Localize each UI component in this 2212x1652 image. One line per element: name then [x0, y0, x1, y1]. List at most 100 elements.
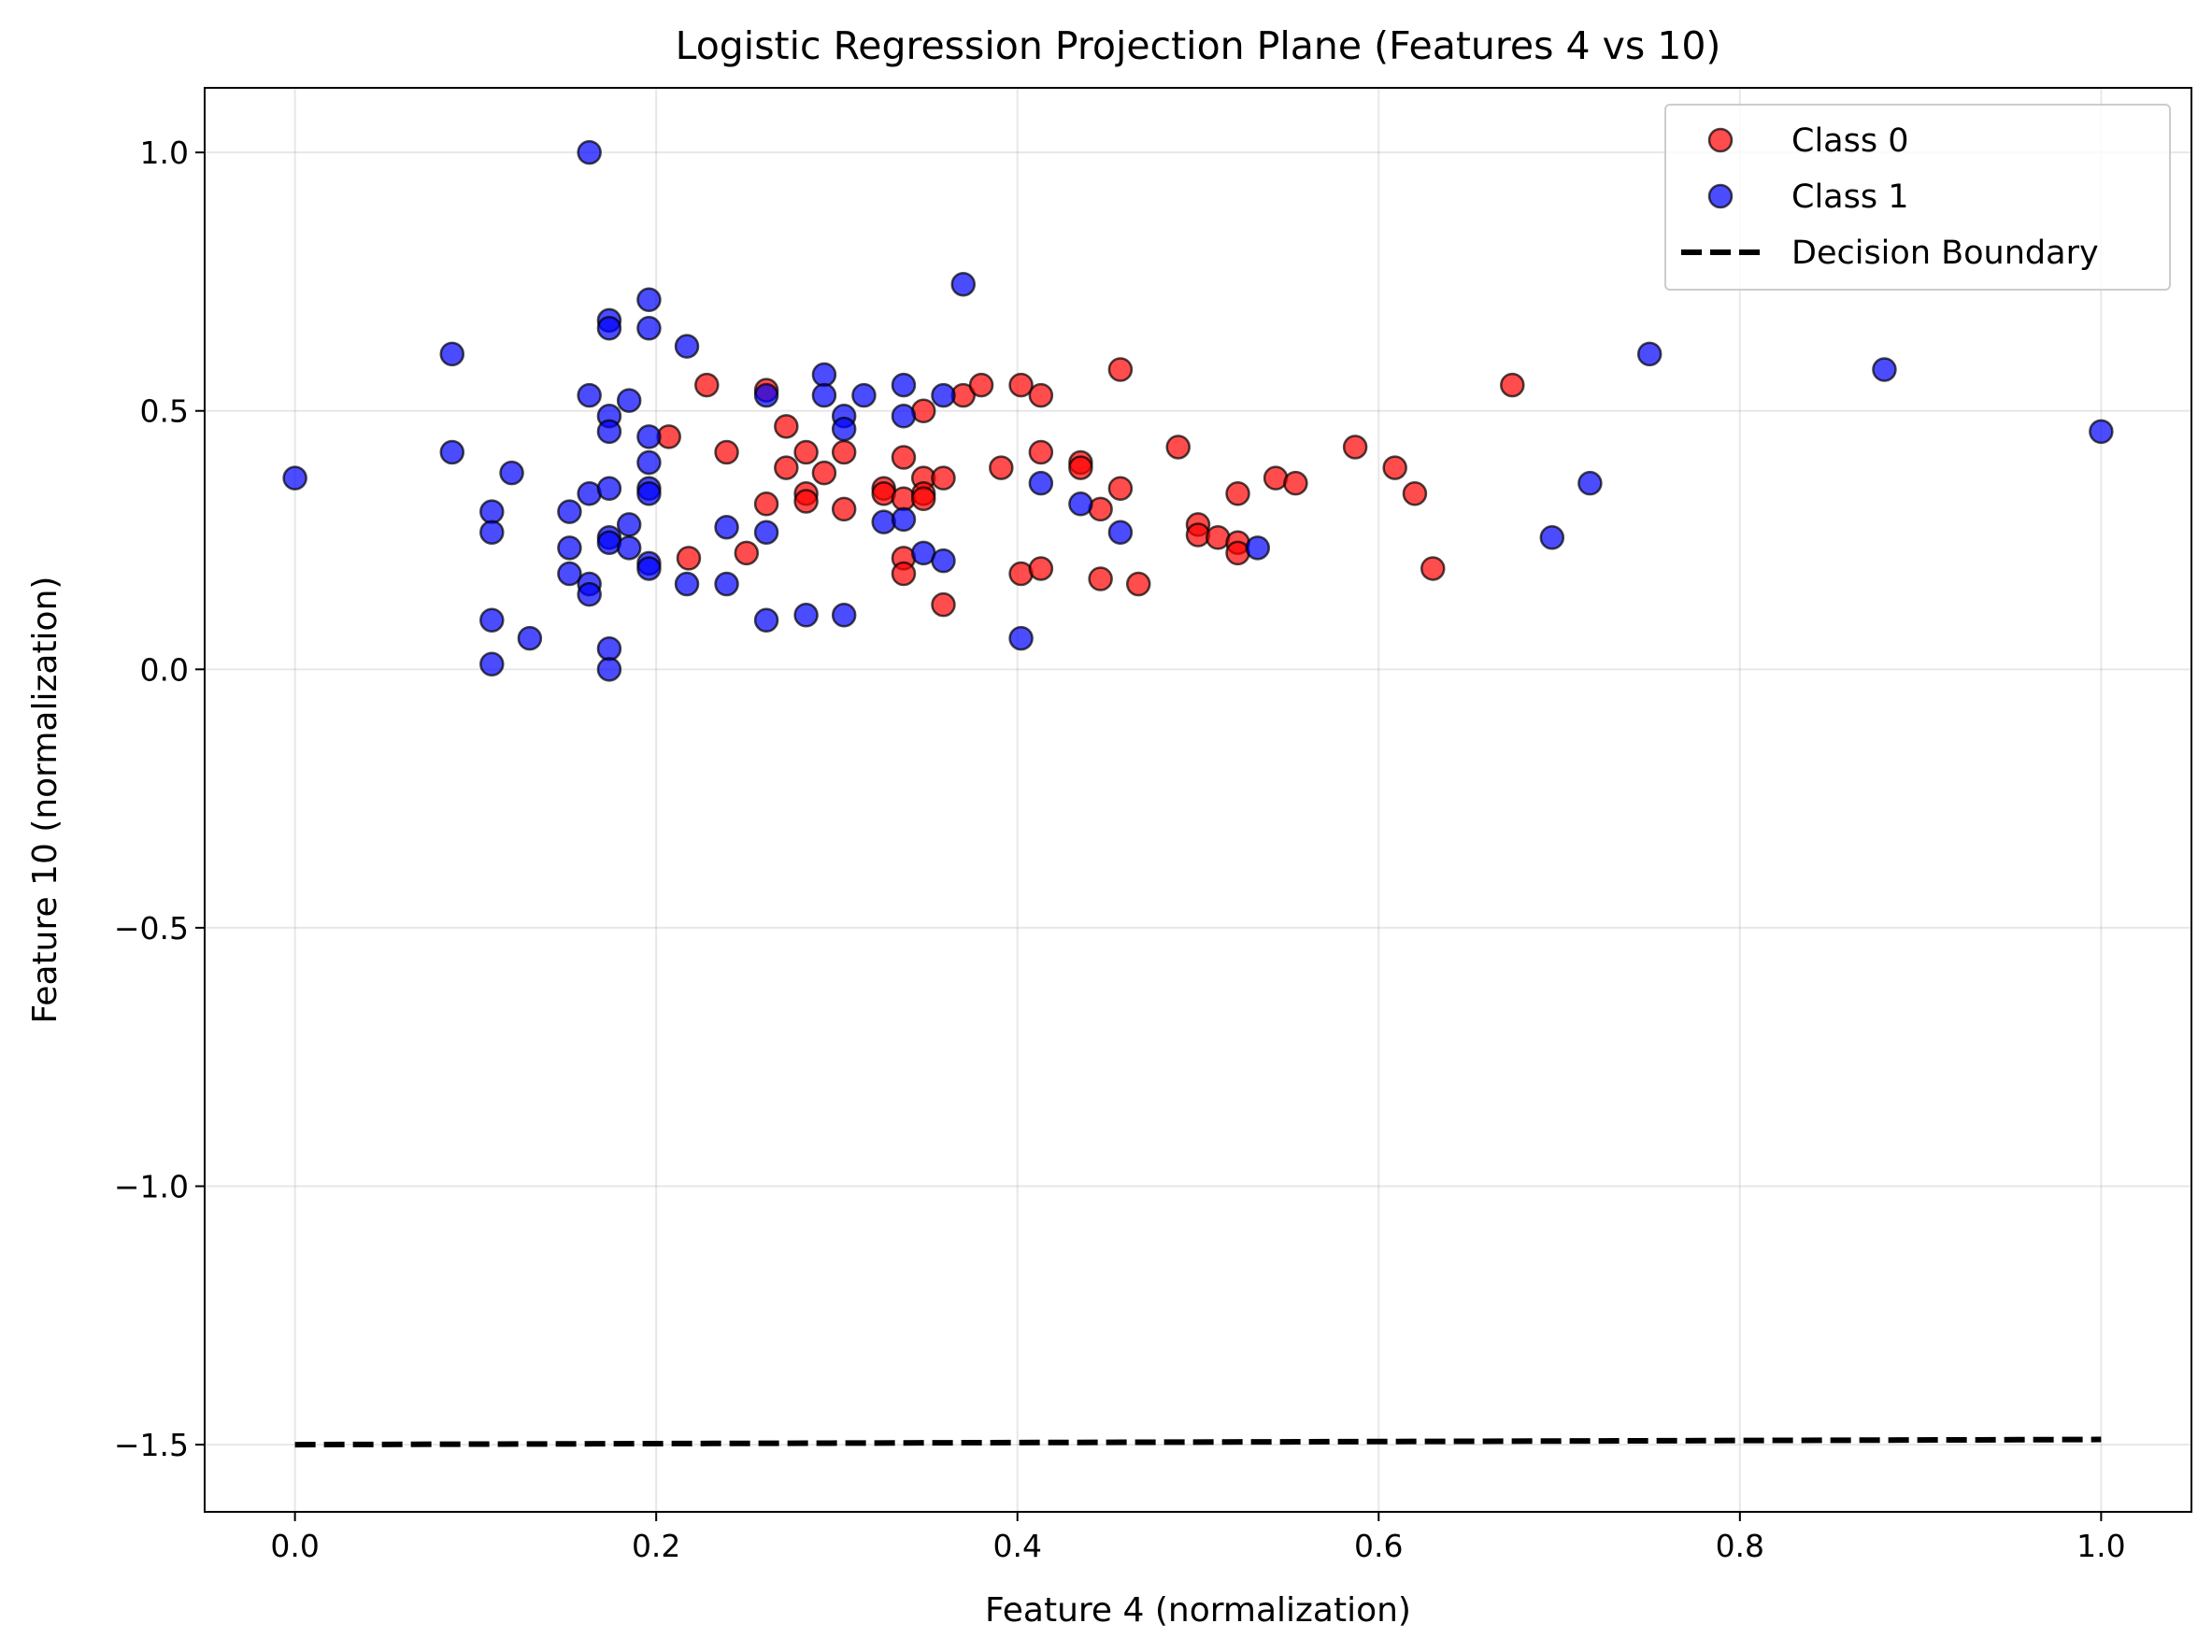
class-1-point: [793, 602, 819, 628]
legend-frame: [1664, 104, 2171, 291]
class-1-point: [753, 382, 779, 408]
class-0-point: [1165, 434, 1191, 460]
class-0-point: [1028, 439, 1054, 465]
class-1-point: [674, 571, 700, 597]
legend-label-class-0: Class 0: [1791, 122, 1908, 160]
class-1-point: [1577, 470, 1603, 496]
class-1-point: [636, 480, 662, 506]
class-0-point: [676, 546, 702, 571]
class-1-point: [891, 506, 917, 533]
class-1-point: [674, 334, 700, 359]
class-1-point: [479, 607, 505, 634]
class-0-point: [1342, 434, 1368, 460]
chart-title: Logistic Regression Projection Plane (Fe…: [676, 23, 1721, 68]
class-1-point: [636, 315, 662, 341]
class-1-point: [811, 382, 837, 408]
class-1-point: [1872, 357, 1897, 382]
y-tick-label: −1.0: [114, 1168, 189, 1204]
class-0-point: [694, 372, 720, 398]
decision-boundary-line: [294, 1436, 2102, 1448]
class-0-point: [1420, 556, 1446, 581]
class-1-point: [557, 535, 582, 561]
class-0-point: [831, 439, 857, 465]
class-1-point: [1245, 535, 1271, 561]
y-tick-label: −1.5: [114, 1427, 189, 1463]
class-1-point: [616, 535, 642, 561]
y-axis-label: Feature 10 (normalization): [26, 577, 64, 1024]
class-0-point: [811, 460, 837, 486]
class-1-point: [577, 581, 602, 607]
class-1-point: [2089, 419, 2114, 445]
y-tick-label: 0.5: [140, 393, 189, 430]
legend-marker-class-0: [1707, 127, 1734, 153]
y-tick-label: 1.0: [140, 135, 189, 171]
class-0-point: [931, 465, 956, 491]
class-0-point: [1028, 382, 1054, 408]
class-0-point: [793, 489, 819, 514]
y-tick-label: −0.5: [114, 910, 189, 947]
class-0-point: [1125, 571, 1151, 597]
class-0-point: [1107, 357, 1134, 382]
class-1-point: [811, 362, 837, 388]
x-axis-label: Feature 4 (normalization): [985, 1591, 1411, 1630]
class-0-point: [714, 439, 739, 465]
class-0-point: [1088, 566, 1113, 591]
class-1-point: [479, 651, 505, 677]
class-1-point: [714, 571, 739, 597]
grid-layer: [205, 88, 2191, 1512]
class-1-point: [950, 271, 976, 297]
class-1-point: [636, 424, 662, 449]
class-0-point: [1283, 470, 1308, 496]
legend: Class 0 Class 1 Decision Boundary: [1664, 104, 2171, 291]
class-0-point: [1008, 372, 1034, 398]
class-0-point: [1107, 476, 1134, 501]
class-1-point: [616, 512, 642, 537]
class-0-point: [831, 496, 857, 522]
class-1-point: [557, 561, 582, 587]
class-1-point: [596, 635, 622, 662]
class-1-point: [931, 382, 956, 408]
class-1-point: [714, 514, 739, 540]
class-1-point: [577, 382, 602, 408]
class-0-point: [1028, 556, 1054, 581]
class-0-point: [1068, 455, 1093, 480]
class-1-point: [636, 449, 662, 476]
class-0-point: [891, 561, 917, 587]
class-1-point: [1107, 520, 1134, 545]
class-1-point: [577, 139, 602, 165]
class-1-point: [596, 476, 622, 501]
class-1-point: [439, 341, 465, 367]
plot-frame: [204, 87, 2192, 1513]
class-0-point: [1402, 480, 1428, 506]
class-1-point: [479, 520, 505, 545]
x-tick-label: 0.0: [270, 1528, 319, 1564]
class-1-point: [931, 548, 956, 574]
class-1-point: [636, 556, 662, 581]
class-1-point: [1028, 470, 1054, 496]
boundary-layer: [294, 1436, 2102, 1448]
legend-label-class-1: Class 1: [1791, 178, 1908, 216]
class-1-point: [596, 315, 622, 341]
class-0-point: [734, 540, 760, 566]
legend-label-decision-boundary: Decision Boundary: [1791, 235, 2099, 272]
legend-marker-class-1: [1707, 183, 1734, 209]
class-1-point: [851, 382, 877, 408]
class-0-point: [968, 372, 994, 398]
class-1-point: [596, 657, 622, 682]
class-1-point: [1636, 341, 1663, 367]
x-tick-label: 0.4: [992, 1528, 1041, 1564]
class-1-point: [596, 419, 622, 445]
class-1-point: [753, 607, 779, 634]
class-0-point: [774, 414, 799, 439]
class-1-point: [616, 388, 642, 413]
class-1-point: [1008, 625, 1034, 651]
class-1-point: [636, 287, 662, 313]
class-0-point: [774, 455, 799, 480]
x-tick-label: 1.0: [2076, 1528, 2125, 1564]
y-tick-label: 0.0: [140, 651, 189, 688]
class-0-point: [753, 491, 779, 517]
class-1-point: [1068, 491, 1093, 517]
ticks-layer: 0.0 0.2 0.4 0.6 0.8 1.0 1.0 0.5 0.0 −0.5 −1.0 −1.5: [114, 135, 2126, 1564]
points-layer: [282, 139, 2114, 682]
